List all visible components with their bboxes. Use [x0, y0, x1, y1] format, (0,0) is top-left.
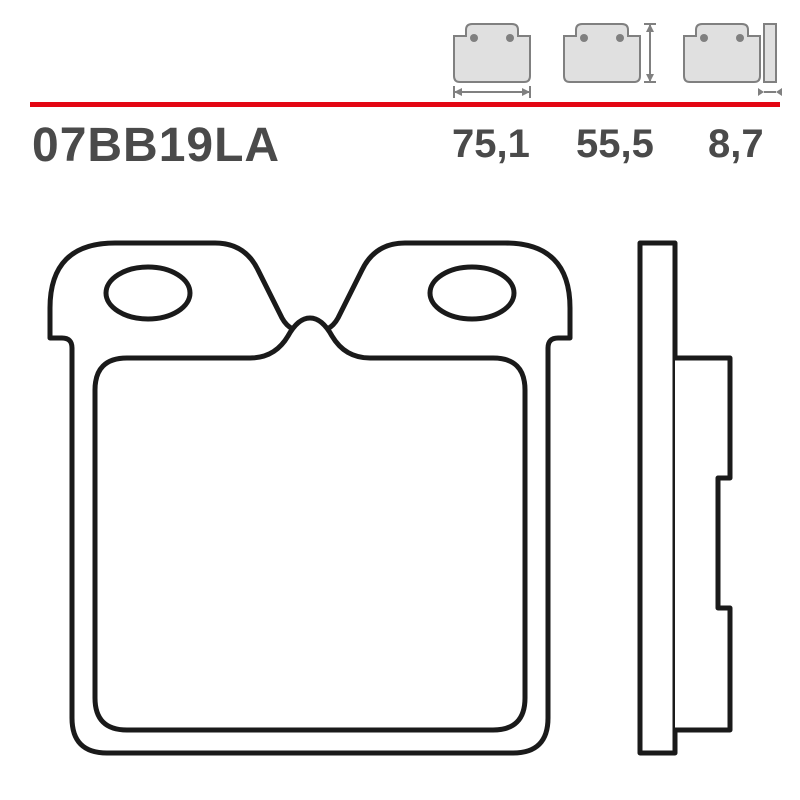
width-icon: [454, 24, 530, 98]
thickness-icon: [684, 24, 782, 96]
height-icon: [564, 24, 656, 82]
mount-hole-right: [430, 267, 514, 319]
friction-pad-outline: [95, 318, 525, 730]
mount-hole-left: [106, 267, 190, 319]
dim-thickness-value: 8,7: [708, 122, 764, 167]
divider-rule: [30, 102, 780, 107]
dimension-icons-row: [0, 8, 800, 98]
dim-width-value: 75,1: [452, 122, 530, 167]
part-code: 07BB19LA: [32, 118, 280, 173]
dim-height-value: 55,5: [576, 122, 654, 167]
side-view: [640, 243, 730, 753]
brake-pad-drawing: [0, 198, 800, 788]
